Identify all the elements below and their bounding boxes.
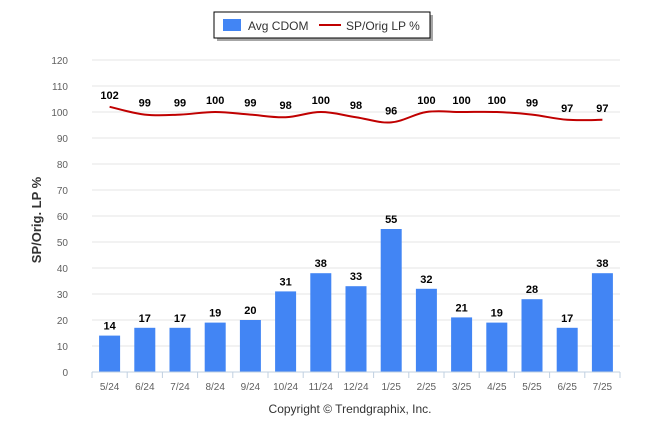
x-tick-label: 5/24: [100, 382, 120, 393]
bar-value-label: 17: [561, 313, 573, 325]
x-tick-label: 6/24: [135, 382, 155, 393]
bar-value-label: 19: [209, 308, 221, 320]
bar: [345, 286, 367, 372]
line-value-label: 100: [488, 95, 506, 107]
y-tick-label: 40: [57, 264, 69, 275]
y-tick-label: 0: [62, 368, 68, 379]
x-tick-label: 1/25: [381, 382, 401, 393]
copyright-text: Copyright © Trendgraphix, Inc.: [269, 402, 432, 416]
bar-value-label: 28: [526, 284, 538, 296]
line-value-label: 99: [139, 98, 151, 110]
x-tick-label: 10/24: [273, 382, 298, 393]
line-series: [109, 105, 603, 124]
bar: [275, 291, 297, 372]
y-tick-label: 100: [51, 108, 68, 119]
legend-bar-swatch: [223, 19, 241, 31]
x-tick-label: 4/25: [487, 382, 507, 393]
y-tick-label: 90: [57, 134, 69, 145]
y-tick-label: 80: [57, 160, 69, 171]
bar: [415, 288, 437, 372]
line-value-label: 100: [312, 95, 330, 107]
bar: [486, 322, 508, 372]
x-tick-label: 5/25: [522, 382, 542, 393]
line-value-label: 99: [526, 98, 538, 110]
bar: [134, 327, 156, 372]
bar-data-labels: 14 17 17 19 20 31 38 33 55 32 21 19 28 17 38: [103, 214, 608, 333]
line-data-labels: 102 99 99 100 99 98 100 98 96 100 100 100 99 97 97: [100, 90, 608, 118]
bar-value-label: 31: [279, 276, 291, 288]
x-tick-label: 12/24: [343, 382, 368, 393]
legend-label-sp-orig-lp: SP/Orig LP %: [346, 19, 420, 33]
bar: [169, 327, 191, 372]
y-tick-label: 30: [57, 290, 69, 301]
x-tick-label: 7/24: [170, 382, 190, 393]
x-axis: 5/24 6/24 7/24 8/24 9/24 10/24 11/24 12/24 1/25 2…: [91, 371, 621, 393]
x-tick-label: 3/25: [452, 382, 472, 393]
y-axis-ticks: 0 10 20 30 40 50 60 70 80 90 100 110 120: [51, 56, 68, 379]
y-tick-label: 20: [57, 316, 69, 327]
y-tick-label: 60: [57, 212, 69, 223]
x-tick-label: 11/24: [309, 382, 334, 393]
x-tick-label: 6/25: [557, 382, 577, 393]
bar-value-label: 38: [596, 258, 608, 270]
bar-value-label: 55: [385, 214, 397, 226]
line-value-label: 102: [100, 90, 118, 102]
bar: [521, 299, 543, 372]
bar: [556, 327, 578, 372]
y-tick-label: 10: [57, 342, 69, 353]
bar: [310, 273, 332, 372]
x-tick-label: 8/24: [205, 382, 225, 393]
bar-value-label: 17: [174, 313, 186, 325]
line-value-label: 97: [561, 103, 573, 115]
bar-value-label: 38: [315, 258, 327, 270]
line-value-label: 100: [206, 95, 224, 107]
bar-series: [99, 229, 613, 372]
bar-value-label: 20: [244, 305, 256, 317]
line-value-label: 99: [244, 98, 256, 110]
bar-value-label: 21: [455, 302, 467, 314]
bar-value-label: 17: [139, 313, 151, 325]
legend-label-avg-cdom: Avg CDOM: [248, 19, 308, 33]
x-tick-label: 7/25: [593, 382, 613, 393]
line-value-label: 100: [452, 95, 470, 107]
y-tick-label: 70: [57, 186, 69, 197]
bar: [591, 273, 613, 372]
bar-value-label: 14: [103, 321, 116, 333]
line-value-label: 97: [596, 103, 608, 115]
x-tick-label: 2/25: [417, 382, 437, 393]
line-path: [109, 105, 603, 124]
x-tick-label: 9/24: [241, 382, 261, 393]
bar: [99, 335, 121, 372]
chart-legend: Avg CDOM SP/Orig LP %: [213, 11, 433, 41]
bar-value-label: 19: [491, 308, 503, 320]
line-value-label: 98: [350, 100, 362, 112]
bar: [239, 320, 261, 372]
bar: [380, 229, 402, 372]
bar: [451, 317, 473, 372]
y-axis-title: SP/Orig. LP %: [29, 176, 44, 263]
line-value-label: 96: [385, 105, 397, 117]
y-tick-label: 50: [57, 238, 69, 249]
line-value-label: 98: [279, 100, 291, 112]
line-value-label: 100: [417, 95, 435, 107]
line-value-label: 99: [174, 98, 186, 110]
bar: [204, 322, 226, 372]
y-tick-label: 110: [52, 82, 68, 93]
bar-value-label: 33: [350, 271, 362, 283]
bar-value-label: 32: [420, 274, 432, 286]
y-tick-label: 120: [51, 56, 68, 67]
